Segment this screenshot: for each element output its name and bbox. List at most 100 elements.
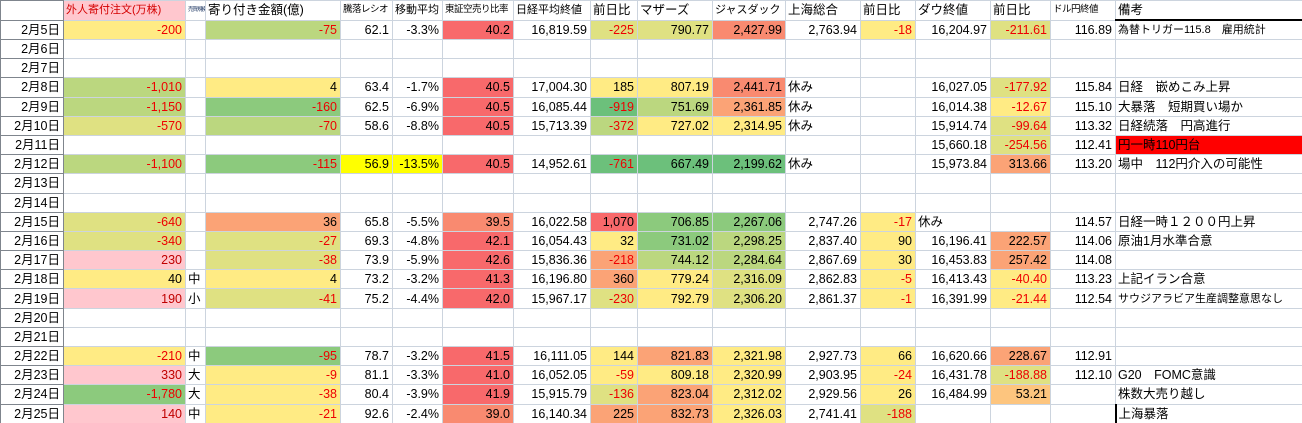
cell-opening[interactable]: -70 bbox=[205, 115, 341, 136]
cell-toraku[interactable]: 62.1 bbox=[340, 19, 393, 40]
cell-dchg[interactable]: -177.92 bbox=[990, 77, 1051, 98]
cell-usdjpy[interactable]: 113.20 bbox=[1050, 154, 1116, 175]
cell-toraku[interactable]: 56.9 bbox=[340, 154, 393, 175]
cell-schg[interactable] bbox=[860, 326, 916, 348]
cell-toraku[interactable]: 73.2 bbox=[340, 269, 393, 290]
row-date-cell[interactable]: 2月24日 bbox=[0, 384, 64, 405]
row-date-cell[interactable]: 2月19日 bbox=[0, 288, 64, 309]
cell-size[interactable]: 小 bbox=[185, 288, 206, 309]
cell-size[interactable]: 中 bbox=[185, 403, 206, 423]
cell-nikkei[interactable] bbox=[513, 134, 591, 156]
row-date-cell[interactable]: 2月9日 bbox=[0, 96, 64, 117]
cell-mothers[interactable] bbox=[637, 307, 713, 328]
cell-ma[interactable] bbox=[392, 326, 443, 348]
col-header-schg[interactable]: 前日比 bbox=[860, 0, 916, 21]
cell-size[interactable] bbox=[185, 134, 206, 156]
cell-nchg[interactable]: -761 bbox=[590, 154, 638, 175]
cell-nchg[interactable] bbox=[590, 307, 638, 328]
cell-notes[interactable]: 株数大売り越し bbox=[1115, 384, 1302, 405]
cell-ma[interactable]: -3.9% bbox=[392, 384, 443, 405]
cell-mothers[interactable]: 832.73 bbox=[637, 403, 713, 423]
cell-shanghai[interactable] bbox=[785, 192, 861, 213]
cell-shanghai[interactable] bbox=[785, 307, 861, 328]
cell-foreign[interactable]: 190 bbox=[63, 288, 186, 309]
cell-ma[interactable] bbox=[392, 307, 443, 328]
cell-shanghai[interactable]: 2,862.83 bbox=[785, 269, 861, 290]
cell-short[interactable] bbox=[442, 326, 514, 348]
cell-shanghai[interactable]: 休み bbox=[785, 154, 861, 175]
cell-short[interactable]: 40.5 bbox=[442, 77, 514, 98]
row-date-cell[interactable]: 2月17日 bbox=[0, 250, 64, 271]
cell-shanghai[interactable]: 休み bbox=[785, 77, 861, 98]
cell-nikkei[interactable]: 16,111.05 bbox=[513, 345, 591, 367]
cell-dow[interactable]: 16,014.38 bbox=[915, 96, 991, 117]
cell-usdjpy[interactable] bbox=[1050, 326, 1116, 348]
cell-notes[interactable]: 日経続落 円高進行 bbox=[1115, 115, 1302, 136]
cell-foreign[interactable]: 40 bbox=[63, 269, 186, 290]
cell-notes[interactable] bbox=[1115, 173, 1302, 194]
cell-schg[interactable]: -188 bbox=[860, 403, 916, 423]
cell-ma[interactable]: -1.7% bbox=[392, 77, 443, 98]
row-date-cell[interactable]: 2月15日 bbox=[0, 211, 64, 232]
cell-size[interactable] bbox=[185, 192, 206, 213]
cell-dow[interactable]: 16,391.99 bbox=[915, 288, 991, 309]
cell-ma[interactable]: -3.3% bbox=[392, 19, 443, 40]
cell-short[interactable]: 41.9 bbox=[442, 384, 514, 405]
cell-mothers[interactable]: 790.77 bbox=[637, 19, 713, 40]
cell-foreign[interactable]: 230 bbox=[63, 250, 186, 271]
cell-jasdaq[interactable] bbox=[712, 58, 786, 79]
cell-dchg[interactable] bbox=[990, 192, 1051, 213]
cell-schg[interactable]: -18 bbox=[860, 19, 916, 40]
cell-jasdaq[interactable] bbox=[712, 134, 786, 156]
col-header-notes[interactable]: 備考 bbox=[1115, 0, 1302, 21]
cell-mothers[interactable]: 706.85 bbox=[637, 211, 713, 232]
cell-schg[interactable]: -1 bbox=[860, 288, 916, 309]
cell-schg[interactable] bbox=[860, 115, 916, 136]
cell-dow[interactable]: 15,914.74 bbox=[915, 115, 991, 136]
cell-notes[interactable]: 為替トリガー115.8 雇用統計 bbox=[1115, 19, 1302, 40]
cell-dow[interactable]: 16,620.66 bbox=[915, 345, 991, 367]
cell-mothers[interactable]: 823.04 bbox=[637, 384, 713, 405]
cell-schg[interactable] bbox=[860, 134, 916, 156]
col-header-size[interactable]: 売買規模 bbox=[185, 0, 206, 21]
cell-toraku[interactable] bbox=[340, 326, 393, 348]
cell-jasdaq[interactable]: 2,321.98 bbox=[712, 345, 786, 367]
cell-shanghai[interactable] bbox=[785, 173, 861, 194]
col-header-foreign[interactable]: 外人寄付注文(万株) bbox=[63, 0, 186, 21]
cell-usdjpy[interactable]: 115.10 bbox=[1050, 96, 1116, 117]
cell-dow[interactable] bbox=[915, 38, 991, 60]
cell-notes[interactable]: 日経一時１２００円上昇 bbox=[1115, 211, 1302, 232]
cell-ma[interactable] bbox=[392, 134, 443, 156]
cell-jasdaq[interactable]: 2,298.25 bbox=[712, 230, 786, 252]
cell-nchg[interactable] bbox=[590, 58, 638, 79]
cell-foreign[interactable] bbox=[63, 134, 186, 156]
cell-shanghai[interactable]: 休み bbox=[785, 96, 861, 117]
cell-ma[interactable]: -8.8% bbox=[392, 115, 443, 136]
cell-opening[interactable]: 4 bbox=[205, 77, 341, 98]
cell-nikkei[interactable]: 15,915.79 bbox=[513, 384, 591, 405]
cell-schg[interactable]: -5 bbox=[860, 269, 916, 290]
cell-mothers[interactable]: 727.02 bbox=[637, 115, 713, 136]
col-header-toraku[interactable]: 騰落レシオ bbox=[340, 0, 393, 21]
cell-foreign[interactable] bbox=[63, 326, 186, 348]
cell-foreign[interactable]: -1,100 bbox=[63, 154, 186, 175]
col-header-short[interactable]: 東証空売り比率 bbox=[442, 0, 514, 21]
cell-foreign[interactable] bbox=[63, 58, 186, 79]
cell-mothers[interactable] bbox=[637, 326, 713, 348]
cell-size[interactable] bbox=[185, 154, 206, 175]
cell-short[interactable] bbox=[442, 173, 514, 194]
cell-ma[interactable] bbox=[392, 173, 443, 194]
cell-notes[interactable] bbox=[1115, 192, 1302, 213]
cell-nchg[interactable]: 32 bbox=[590, 230, 638, 252]
cell-opening[interactable] bbox=[205, 307, 341, 328]
cell-toraku[interactable] bbox=[340, 134, 393, 156]
cell-size[interactable] bbox=[185, 326, 206, 348]
cell-toraku[interactable] bbox=[340, 173, 393, 194]
cell-mothers[interactable]: 751.69 bbox=[637, 96, 713, 117]
row-date-cell[interactable]: 2月21日 bbox=[0, 326, 64, 348]
row-date-cell[interactable]: 2月23日 bbox=[0, 365, 64, 386]
col-header-ma[interactable]: 移動平均 bbox=[392, 0, 443, 21]
cell-opening[interactable]: -9 bbox=[205, 365, 341, 386]
cell-nikkei[interactable] bbox=[513, 326, 591, 348]
cell-schg[interactable]: -24 bbox=[860, 365, 916, 386]
